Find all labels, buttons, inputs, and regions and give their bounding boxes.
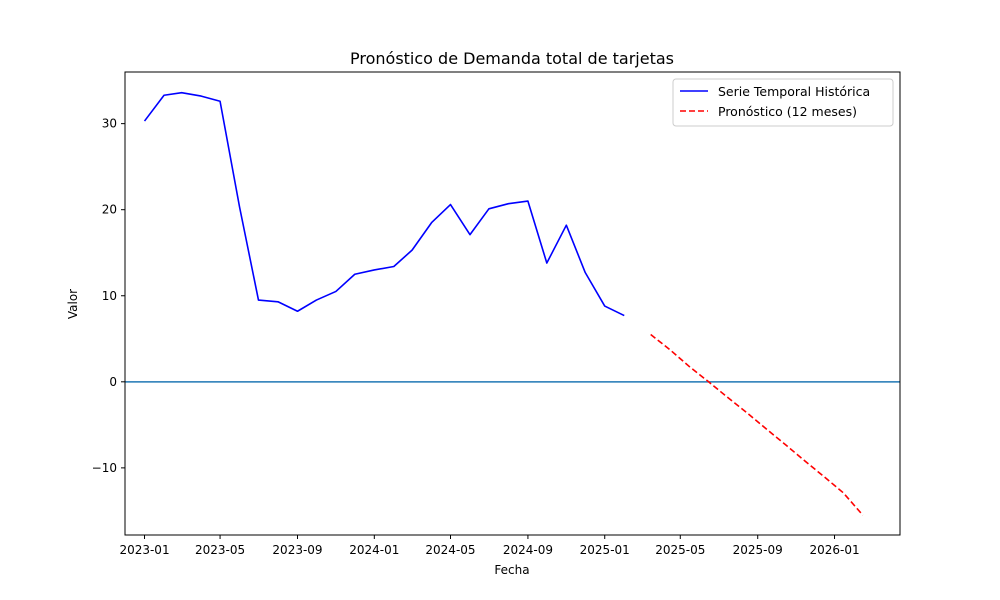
y-tick-label: −10 [92, 461, 117, 475]
y-tick-label: 10 [102, 289, 117, 303]
x-tick-label: 2023-09 [272, 543, 322, 557]
y-tick-label: 0 [109, 375, 117, 389]
y-tick-label: 20 [102, 203, 117, 217]
legend-box [672, 78, 894, 127]
x-tick-label: 2023-01 [119, 543, 169, 557]
x-tick-label: 2026-01 [809, 543, 859, 557]
legend-label-forecast: Pronóstico (12 meses) [718, 104, 857, 119]
y-axis-label: Valor [66, 289, 80, 319]
legend-label-historical: Serie Temporal Histórica [718, 84, 870, 99]
x-tick-label: 2025-09 [733, 543, 783, 557]
chart-title: Pronóstico de Demanda total de tarjetas [350, 49, 674, 68]
x-axis: 2023-01 2023-05 2023-09 2024-01 2024-05 2024-… [119, 535, 860, 557]
x-tick-label: 2025-05 [655, 543, 705, 557]
x-tick-label: 2023-05 [195, 543, 245, 557]
historical-series-line [143, 91, 625, 317]
plot-area [125, 91, 900, 516]
x-tick-label: 2025-01 [580, 543, 630, 557]
x-axis-label: Fecha [494, 563, 529, 577]
forecast-series-line [650, 333, 864, 516]
legend: Serie Temporal Histórica Pronóstico (12 … [672, 78, 894, 127]
x-tick-label: 2024-05 [425, 543, 475, 557]
plot-frame [124, 71, 901, 536]
y-tick-label: 30 [102, 117, 117, 131]
x-tick-label: 2024-09 [503, 543, 553, 557]
y-axis: 30 20 10 0 −10 [92, 117, 125, 475]
x-tick-label: 2024-01 [349, 543, 399, 557]
